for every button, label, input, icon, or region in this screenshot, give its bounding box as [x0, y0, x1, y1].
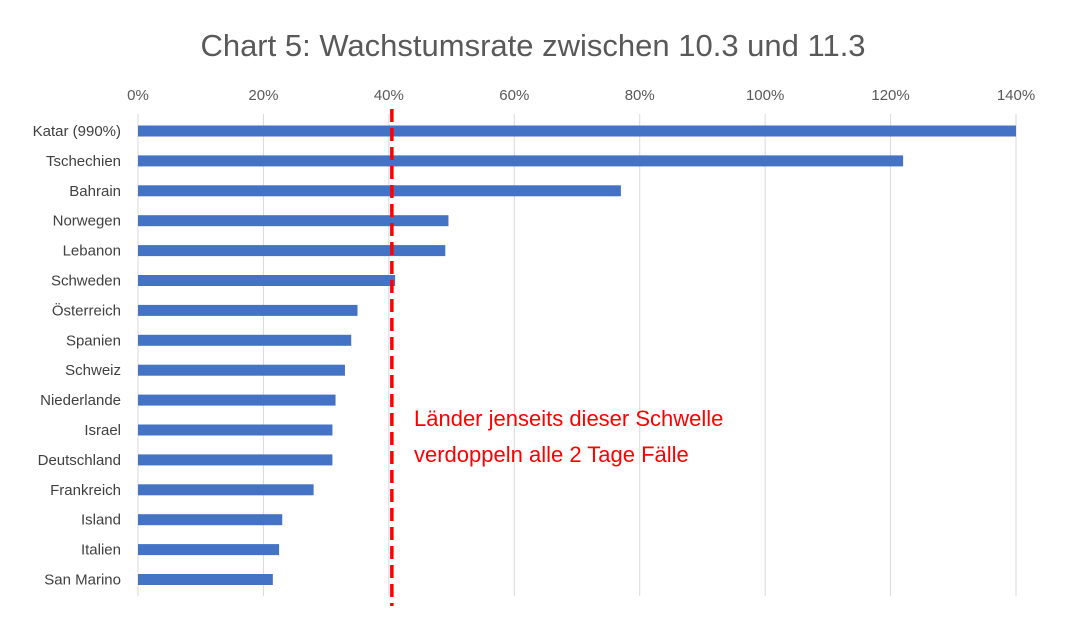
- x-tick-label: 20%: [248, 87, 278, 104]
- bar: [138, 275, 396, 286]
- category-label: Norwegen: [53, 213, 121, 230]
- category-label: San Marino: [44, 572, 121, 589]
- x-tick-label: 40%: [374, 87, 404, 104]
- bar: [138, 215, 449, 227]
- bars: [138, 125, 1016, 585]
- x-tick-label: 120%: [871, 87, 909, 104]
- category-label: Schweiz: [65, 362, 121, 379]
- bar: [138, 424, 333, 436]
- category-labels: Katar (990%) Tschechien Bahrain Norwegen Leb…: [33, 123, 121, 589]
- category-label: Schweden: [51, 273, 121, 290]
- x-tick-label: 140%: [997, 87, 1035, 104]
- category-label: Deutschland: [38, 452, 121, 469]
- x-tick-label: 0%: [127, 87, 149, 104]
- bar: [138, 544, 280, 556]
- bar: [138, 484, 314, 496]
- x-axis-tick-labels: 0% 20% 40% 60% 80% 100% 120% 140%: [127, 87, 1035, 104]
- threshold-annotation-line-1: Länder jenseits dieser Schwelle: [414, 406, 723, 431]
- bar: [138, 364, 345, 376]
- bar: [138, 574, 273, 585]
- threshold-annotation-line-2: verdoppeln alle 2 Tage Fälle: [414, 442, 689, 467]
- category-label: Island: [81, 512, 121, 529]
- category-label: Lebanon: [63, 243, 121, 260]
- bar: [138, 334, 352, 346]
- bar: [138, 304, 358, 316]
- bar: [138, 245, 446, 257]
- category-label: Katar (990%): [33, 123, 121, 140]
- bar: [138, 125, 1016, 137]
- bar: [138, 394, 336, 406]
- category-label: Tschechien: [46, 153, 121, 170]
- bar: [138, 155, 904, 167]
- category-label: Österreich: [52, 301, 121, 319]
- category-label: Niederlande: [40, 392, 121, 409]
- chart-title: Chart 5: Wachstumsrate zwischen 10.3 und…: [200, 28, 865, 63]
- x-tick-label: 60%: [499, 87, 529, 104]
- category-label: Bahrain: [69, 183, 121, 200]
- bar: [138, 185, 621, 197]
- bar: [138, 454, 333, 466]
- x-tick-label: 80%: [625, 87, 655, 104]
- category-label: Frankreich: [50, 482, 121, 499]
- category-label: Spanien: [66, 332, 121, 349]
- x-tick-label: 100%: [746, 87, 784, 104]
- category-label: Italien: [81, 542, 121, 559]
- bar: [138, 514, 283, 526]
- category-label: Israel: [84, 422, 121, 439]
